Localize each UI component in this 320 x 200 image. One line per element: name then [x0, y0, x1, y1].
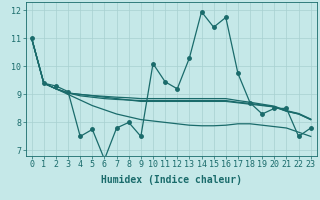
X-axis label: Humidex (Indice chaleur): Humidex (Indice chaleur): [101, 175, 242, 185]
